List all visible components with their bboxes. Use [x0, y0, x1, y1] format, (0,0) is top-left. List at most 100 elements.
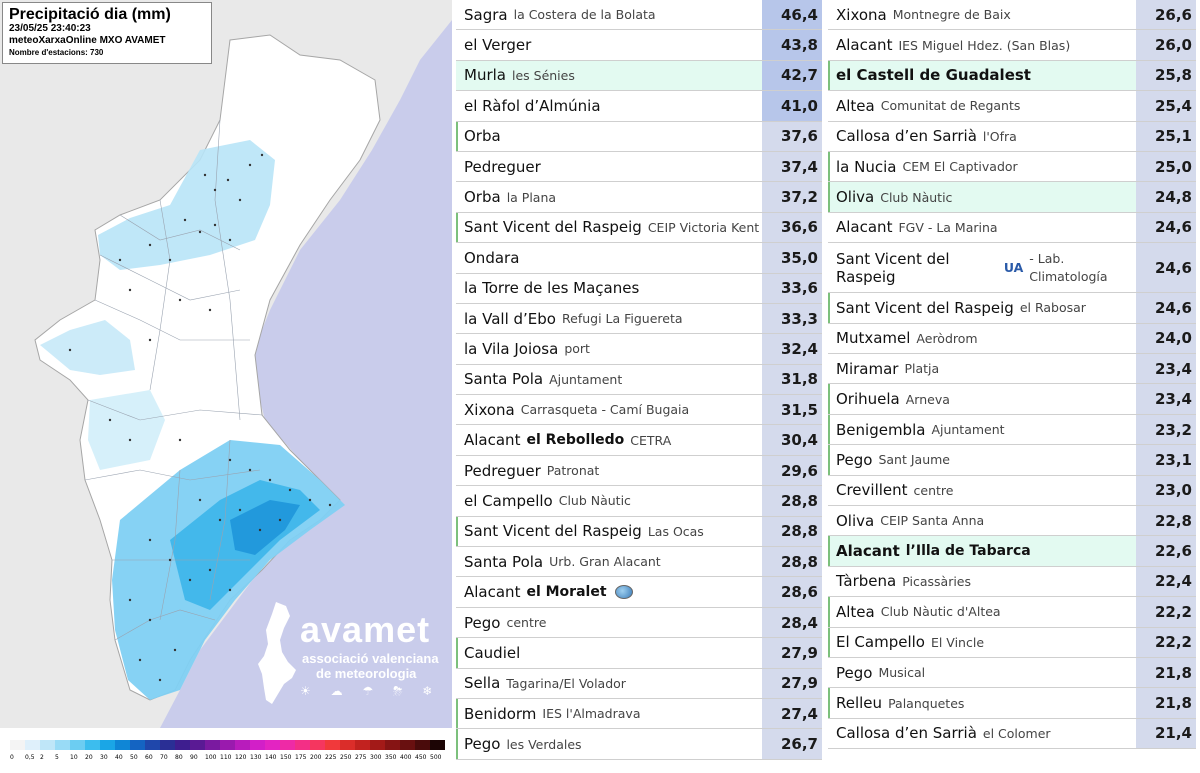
legend-swatch [100, 740, 115, 750]
station-cell: Sella Tagarina/El Volador [456, 669, 762, 698]
table-row: Sella Tagarina/El Volador 27,9 [456, 668, 822, 699]
legend-label: 350 [385, 754, 397, 761]
district-borders [84, 119, 263, 641]
map-title: Precipitació dia (mm) [9, 6, 171, 23]
station-cell: Alacant el Rebolledo CETRA [456, 425, 762, 454]
legend-swatch [325, 740, 340, 750]
station-location: Urb. Gran Alacant [549, 554, 661, 570]
station-location: Carrasqueta - Camí Bugaia [520, 402, 690, 418]
station-cell: el Campello Club Nàutic [456, 486, 762, 515]
station-name: el Castell de Guadalest [836, 66, 1031, 85]
station-location: Arneva [905, 391, 950, 407]
precipitation-value: 21,8 [1136, 657, 1196, 688]
rain-area-max [230, 500, 300, 555]
legend-label: 20 [85, 754, 93, 761]
legend-swatch [160, 740, 175, 750]
station-cell: Pego Musical [828, 658, 1136, 687]
station-cell: Pego les Verdales [456, 729, 762, 759]
legend-swatch [400, 740, 415, 750]
station-cell: Sant Vicent del Raspeig UA - Lab. Climatol… [828, 243, 1136, 292]
station-name: el Campello [464, 491, 553, 510]
table-row: Alacant IES Miguel Hdez. (San Blas) 26,0 [828, 30, 1196, 61]
table-row: Sant Vicent del Raspeig UA - Lab. Climatol… [828, 243, 1196, 294]
valencia-silhouette-icon [258, 602, 296, 704]
station-location: l'Ofra [982, 128, 1017, 144]
station-name: la Vila Joiosa [464, 339, 559, 358]
station-name: Alacant [836, 218, 893, 237]
legend-label: 80 [175, 754, 183, 761]
station-name: Alacant [464, 431, 521, 450]
station-location: - Lab. Climatología [1029, 250, 1108, 284]
legend-label: 10 [70, 754, 78, 761]
legend-swatch [55, 740, 70, 750]
legend-swatch [175, 740, 190, 750]
table-row: Sant Vicent del Raspeig Las Ocas 28,8 [456, 516, 822, 548]
table-row: Oliva Club Nàutic 24,8 [828, 182, 1196, 213]
legend-label: 130 [250, 754, 262, 761]
precipitation-value: 22,8 [1136, 506, 1196, 536]
table-row: Oliva CEIP Santa Anna 22,8 [828, 506, 1196, 537]
legend-swatch [85, 740, 100, 750]
legend-swatch [115, 740, 130, 750]
station-location: CEM El Captivador [902, 159, 1018, 175]
station-name: Sant Vicent del Raspeig [464, 218, 642, 237]
table-row: Crevillent centre 23,0 [828, 475, 1196, 507]
station-location: Club Nàutic d'Altea [880, 604, 1001, 620]
station-name: Orba [464, 188, 501, 207]
station-location: Musical [878, 665, 926, 681]
precipitation-value: 36,6 [762, 212, 822, 243]
legend-label: 5 [55, 754, 59, 761]
legend-swatch [25, 740, 40, 750]
station-name: Benidorm [464, 704, 537, 723]
station-name: El Campello [836, 633, 925, 652]
station-location: el Colomer [982, 725, 1051, 741]
station-location: l’Illa de Tabarca [905, 543, 1031, 560]
table-row: Santa Pola Ajuntament 31,8 [456, 364, 822, 396]
precipitation-value: 24,6 [1136, 293, 1196, 323]
station-name: Alacant [836, 542, 900, 561]
station-name: Callosa d’en Sarrià [836, 127, 977, 146]
station-markers [68, 153, 332, 682]
legend-label: 300 [370, 754, 382, 761]
station-cell: Ondara [456, 243, 762, 272]
station-name: Pego [464, 613, 501, 632]
precipitation-value: 28,6 [762, 577, 822, 607]
station-cell: Miramar Platja [828, 354, 1136, 383]
precipitation-value: 25,8 [1136, 60, 1196, 91]
ua-logo: UA [1003, 259, 1024, 275]
precipitation-value: 32,4 [762, 334, 822, 364]
station-name: Pego [836, 663, 873, 682]
legend-label: 150 [280, 754, 292, 761]
legend-swatch [250, 740, 265, 750]
station-location: Picassàries [902, 573, 972, 589]
station-name: Relleu [836, 694, 883, 713]
station-cell: el Ràfol d’Almúnia [456, 91, 762, 120]
station-name: la Torre de les Maçanes [464, 279, 640, 298]
table-row: Xixona Carrasqueta - Camí Bugaia 31,5 [456, 395, 822, 426]
table-row: el Verger 43,8 [456, 30, 822, 61]
ranking-table-left: Sagra la Costera de la Bolata 46,4 el Verge… [456, 0, 822, 760]
legend-swatch [130, 740, 145, 750]
station-cell: Santa Pola Urb. Gran Alacant [456, 547, 762, 576]
table-row: la Vila Joiosa port 32,4 [456, 334, 822, 365]
table-row: el Campello Club Nàutic 28,8 [456, 486, 822, 517]
precipitation-value: 26,0 [1136, 30, 1196, 60]
station-location: IES l'Almadrava [542, 706, 641, 722]
legend-label: 30 [100, 754, 108, 761]
legend-swatch [430, 740, 445, 750]
rain-area-center [88, 390, 165, 470]
rain-area-interior [40, 320, 135, 375]
station-location: IES Miguel Hdez. (San Blas) [898, 37, 1071, 53]
precipitation-value: 27,9 [762, 668, 822, 698]
weather-icons: ☀ ☁ ☂ ⛈ ❄ [300, 684, 441, 698]
station-cell: Xixona Carrasqueta - Camí Bugaia [456, 395, 762, 424]
station-cell: Xixona Montnegre de Baix [828, 0, 1136, 29]
legend-swatch [280, 740, 295, 750]
precipitation-value: 22,2 [1136, 627, 1196, 657]
precipitation-value: 25,1 [1136, 121, 1196, 151]
precipitation-value: 28,8 [762, 486, 822, 516]
station-cell: el Verger [456, 30, 762, 59]
station-name: Sella [464, 674, 501, 693]
precipitation-value: 23,2 [1136, 414, 1196, 445]
station-cell: Murla les Sénies [456, 60, 762, 91]
